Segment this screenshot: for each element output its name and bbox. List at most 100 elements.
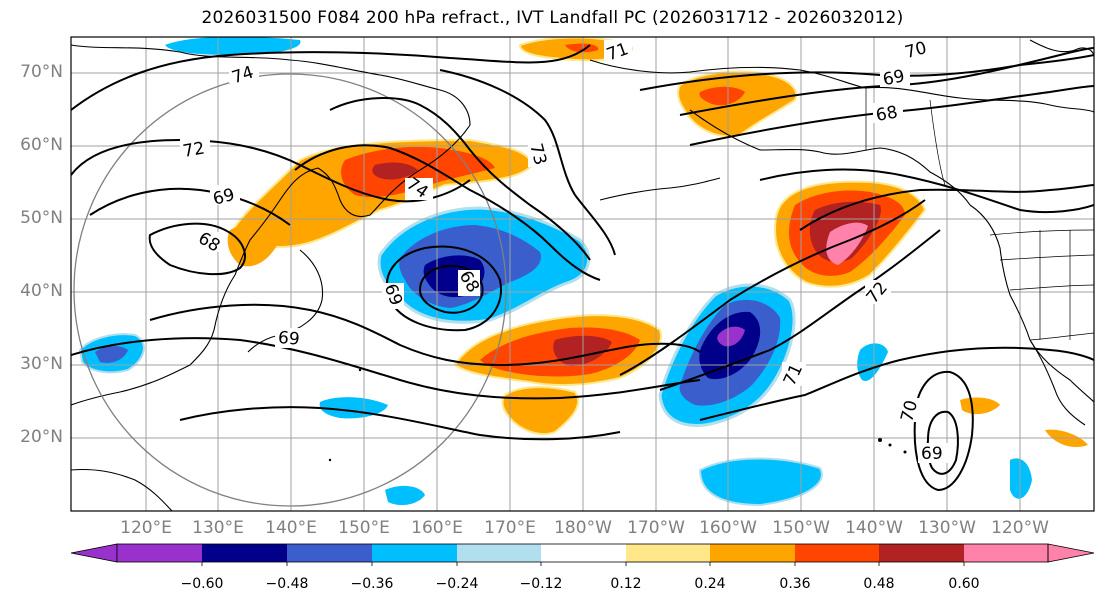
colorbar-segment <box>117 544 202 562</box>
contour-low-69 <box>385 245 502 332</box>
lon-label-150w: 150°W <box>772 518 830 538</box>
coast-bc <box>969 204 1094 403</box>
lon-label-130e: 130°E <box>192 518 244 538</box>
map-frame <box>70 36 1095 512</box>
shade-nepac-pink <box>826 222 868 265</box>
colorbar-segment <box>710 544 795 562</box>
contour-outer-south <box>71 337 701 400</box>
colorbar-segment <box>626 544 710 562</box>
shade-arctic-blue <box>165 37 301 55</box>
contour-label: 69 <box>881 66 906 90</box>
colorbar-segment <box>964 544 1048 562</box>
lon-label-140w: 140°W <box>845 518 903 538</box>
colorbar-tick-label: −0.60 <box>180 576 224 592</box>
shade-sub-orange <box>960 397 1000 415</box>
contour-outer-east <box>699 346 1094 421</box>
lon-label-120w: 120°W <box>991 518 1049 538</box>
coast-asia-north <box>71 44 471 126</box>
shade-tropics-blue2 <box>698 457 823 507</box>
colorbar-segment <box>287 544 372 562</box>
coast-korea <box>71 274 236 406</box>
colorbar-tick-label: −0.12 <box>519 576 563 592</box>
coast-china-south <box>71 468 173 511</box>
lon-label-170e: 170°E <box>484 518 536 538</box>
colorbar-segment <box>457 544 541 562</box>
colorbar <box>70 543 1095 566</box>
coast-kamchatka <box>317 124 471 218</box>
contour-low-68 <box>418 264 484 314</box>
colorbar-tick-label: 0.36 <box>779 576 811 592</box>
contour-label: 69 <box>921 444 943 464</box>
contour-label: 72 <box>181 138 206 161</box>
lon-label-160w: 160°W <box>699 518 757 538</box>
colorbar-tick-label: −0.36 <box>350 576 394 592</box>
colorbar-tick-label: 0.48 <box>863 576 895 592</box>
contour-69-west <box>89 187 291 226</box>
coast-alaska-south <box>689 109 971 206</box>
contour-label: 68 <box>874 102 899 125</box>
contour-72-east <box>619 199 926 376</box>
lon-label-160e: 160°E <box>411 518 463 538</box>
shade-alaska-red <box>699 86 745 106</box>
contour-70-hawaii <box>913 370 974 492</box>
colorbar-segment <box>541 544 626 562</box>
colorbar-segment <box>372 544 457 562</box>
lat-label-60n: 60°N <box>20 135 63 155</box>
shade-okhotsk-darkred <box>372 162 418 180</box>
negative-anomaly-shading <box>78 37 1032 507</box>
contour-71-east <box>659 229 941 391</box>
reference-circle <box>73 73 507 507</box>
coast-aleutians <box>599 177 721 201</box>
contour-trough-1 <box>329 97 591 261</box>
colorbar-high-extend <box>1047 543 1095 563</box>
lon-label-140e: 140°E <box>265 518 317 538</box>
shade-japan-orange <box>227 224 280 267</box>
shade-cpac-purple <box>717 326 745 347</box>
lon-label-170w: 170°W <box>627 518 685 538</box>
lat-label-40n: 40°N <box>20 281 63 301</box>
shade-okhotsk-red <box>341 146 495 198</box>
shade-japan-orange2 <box>259 194 310 230</box>
lon-label-130w: 130°W <box>918 518 976 538</box>
lon-label-150e: 150°E <box>338 518 390 538</box>
colorbar-tick-label: −0.24 <box>435 576 479 592</box>
colorbar-segment <box>795 544 879 562</box>
colorbar-tick-label: 0.60 <box>948 576 980 592</box>
lat-label-30n: 30°N <box>20 354 63 374</box>
lon-label-120e: 120°E <box>120 518 172 538</box>
colorbar-tick-label: 0.24 <box>694 576 726 592</box>
contour-69-east <box>639 54 1094 91</box>
colorbar-low-extend <box>70 543 118 563</box>
contour-72-west <box>71 138 471 203</box>
coast-baja <box>1029 339 1086 426</box>
islands <box>328 368 907 462</box>
contour-74-north <box>71 44 591 111</box>
contour-se-curve-2 <box>799 184 1094 231</box>
colorbar-segment <box>202 544 287 562</box>
colorbar-tick-label: 0.12 <box>610 576 642 592</box>
coast-japan <box>247 249 324 353</box>
contour-trough-2 <box>294 144 601 281</box>
coast-hudson <box>1029 39 1094 56</box>
lon-label-180w: 180°W <box>554 518 612 538</box>
contour-68-east <box>689 85 1094 146</box>
map-area: 74 72 69 68 73 74 71 70 69 68 69 68 69 <box>71 37 1094 511</box>
shade-tropics-blue4 <box>1010 458 1032 499</box>
lat-label-70n: 70°N <box>20 62 63 82</box>
contour-68-west <box>148 222 246 276</box>
contour-69-south <box>149 303 701 367</box>
coast-alaska <box>589 59 867 89</box>
borders <box>865 88 1094 341</box>
map-title: 2026031500 F084 200 hPa refract., IVT La… <box>201 8 904 28</box>
contour-73-curve <box>439 69 616 256</box>
coast-okhotsk <box>234 167 319 276</box>
contour-70-east <box>679 47 1094 116</box>
shade-seasia-blue2 <box>95 346 128 363</box>
refractivity-contours <box>71 44 1094 492</box>
lat-label-20n: 20°N <box>20 427 63 447</box>
lat-label-50n: 50°N <box>20 208 63 228</box>
contour-far-south <box>179 406 621 441</box>
shade-tropics-blue5 <box>385 485 425 506</box>
colorbar-tick-label: −0.48 <box>265 576 309 592</box>
